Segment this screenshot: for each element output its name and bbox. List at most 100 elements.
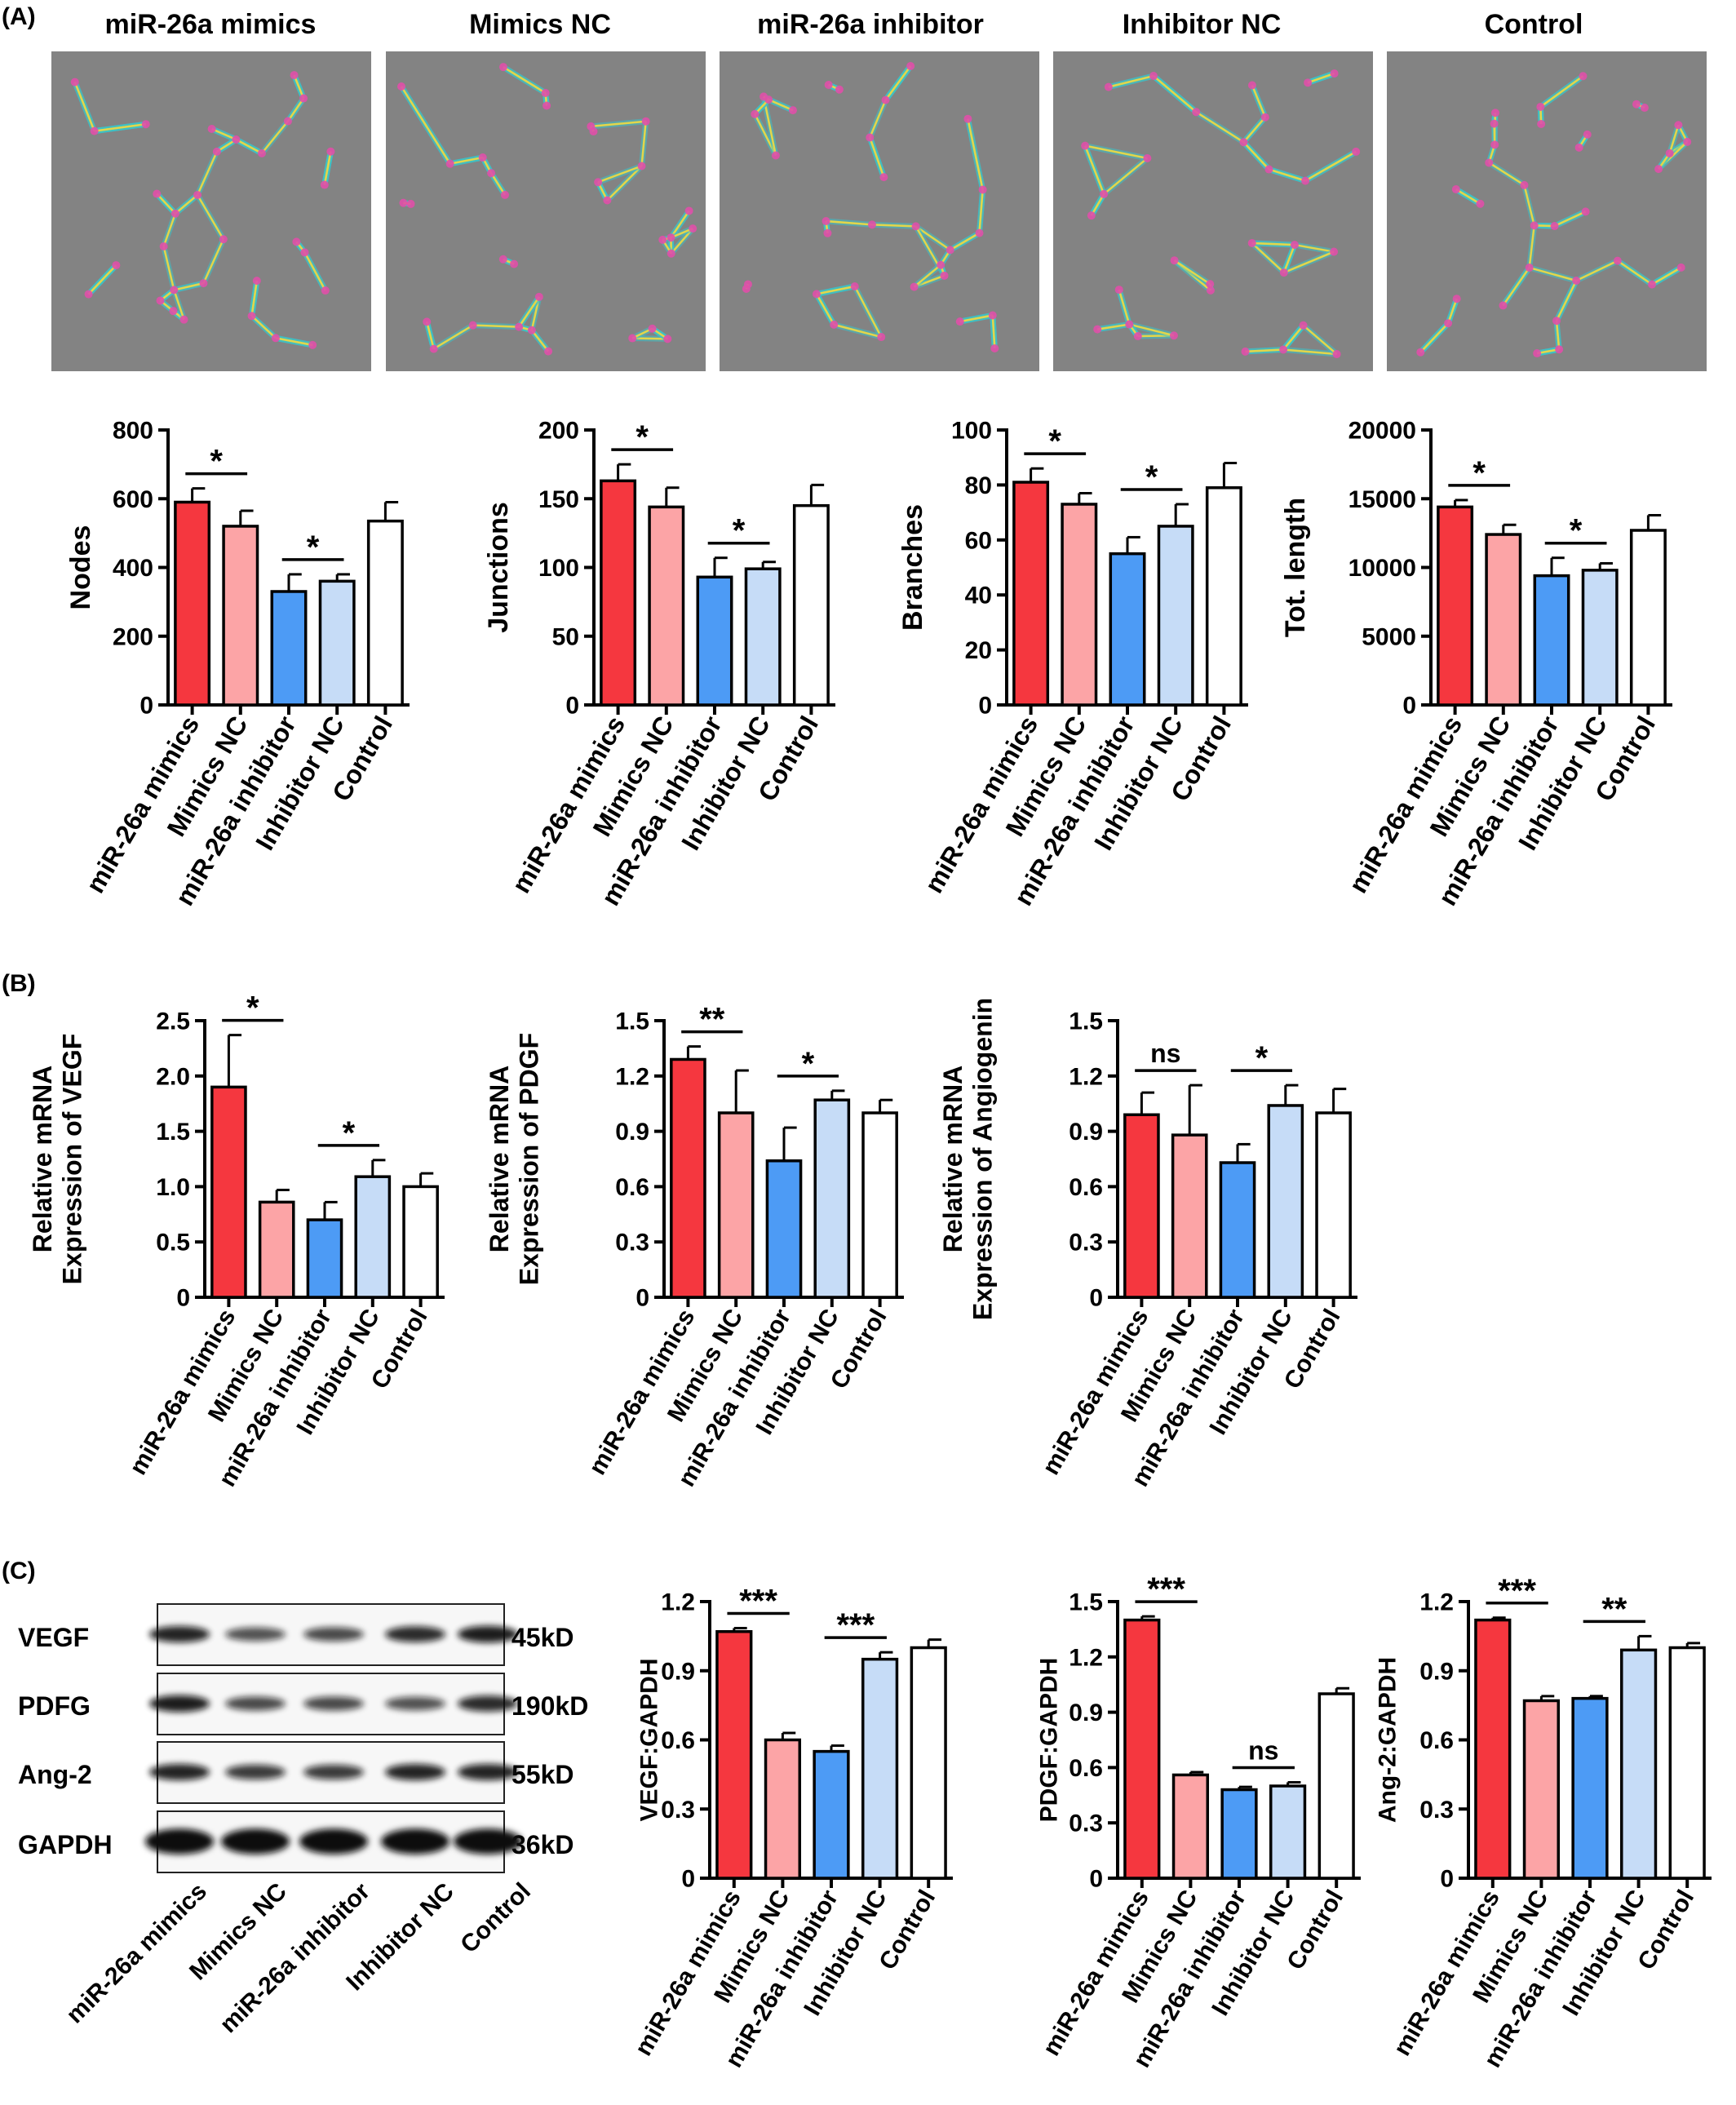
significance-label: * (1570, 513, 1583, 549)
y-tick-label: 400 (113, 555, 153, 582)
bar (765, 1159, 803, 1299)
y-axis-label: Tot. length (1280, 498, 1311, 637)
micrograph-title-4: Inhibitor NC (1123, 9, 1282, 40)
y-tick-label: 0.3 (661, 1797, 695, 1824)
y-tick-label: 1.2 (615, 1063, 649, 1090)
y-tick-label: 0 (1089, 1866, 1103, 1893)
y-tick-label: 10000 (1348, 555, 1416, 582)
significance-label: ns (1248, 1735, 1278, 1765)
y-tick-label: 0 (1089, 1285, 1103, 1312)
bar (210, 1085, 247, 1299)
y-tick-label: 200 (538, 418, 579, 445)
blot-band (385, 1696, 445, 1711)
bar (764, 1738, 802, 1880)
y-tick-label: 200 (113, 623, 153, 650)
chart-7: 0 0.3 0.6 0.9 1.2 1.5 Relative mRNA Expression … (938, 998, 1357, 1491)
bar (792, 503, 830, 707)
bar (174, 500, 211, 707)
y-tick-label: 2.5 (156, 1008, 190, 1035)
y-axis-label: Ang-2:GAPDH (1375, 1657, 1402, 1823)
blot-lane-label: miR-26a mimics (61, 1878, 212, 2029)
y-tick-label: 40 (965, 583, 992, 609)
blot-band (145, 1828, 214, 1855)
y-tick-label: 0.9 (1419, 1658, 1454, 1685)
y-tick-label: 0.6 (661, 1727, 695, 1754)
y-tick-label: 1.2 (661, 1589, 695, 1616)
blot-size-ang2: 55kD (512, 1760, 574, 1789)
blot-band (385, 1764, 445, 1780)
micrograph-5 (1387, 51, 1707, 371)
significance-label: * (733, 513, 746, 549)
y-tick-label: 5000 (1362, 623, 1416, 650)
y-tick-label: 1.5 (615, 1008, 649, 1035)
bar (1581, 569, 1619, 707)
blot-band (225, 1696, 286, 1711)
micrograph-4 (1053, 51, 1373, 371)
blot-size-gapdh: 36kD (512, 1830, 574, 1859)
y-tick-label: 1.0 (156, 1174, 190, 1201)
y-tick-label: 2.0 (156, 1063, 190, 1090)
bar (1220, 1788, 1258, 1880)
y-tick-label: 0 (565, 693, 579, 720)
bar (861, 1657, 899, 1880)
bar (600, 479, 637, 707)
y-axis-label: Relative mRNA (938, 1066, 968, 1252)
blot-band (458, 1695, 518, 1712)
blot-band (221, 1828, 290, 1855)
y-axis-label: Nodes (65, 525, 96, 610)
bar (366, 519, 404, 707)
blot-band (458, 1764, 518, 1780)
significance-label: * (1256, 1040, 1269, 1076)
y-tick-label: 0.9 (615, 1119, 649, 1146)
blot-band (385, 1626, 445, 1642)
tube-formation-micrographs (51, 51, 1707, 371)
bar (1205, 486, 1242, 707)
y-tick-label: 0 (636, 1285, 649, 1312)
y-tick-label: 0 (1440, 1866, 1454, 1893)
significance-label: * (246, 990, 259, 1026)
bar (1123, 1618, 1161, 1880)
bar (222, 525, 259, 707)
blot-band (454, 1828, 522, 1855)
bar (1109, 552, 1146, 707)
y-tick-label: 800 (113, 418, 153, 445)
bar (402, 1185, 439, 1299)
y-tick-label: 1.5 (1069, 1008, 1103, 1035)
bar (1061, 503, 1098, 707)
significance-label: ** (1601, 1591, 1628, 1627)
bar (1157, 525, 1194, 707)
bar (1219, 1161, 1256, 1299)
bar (1171, 1773, 1210, 1880)
blot-size-pdfg: 190kD (512, 1691, 588, 1721)
blot-band (381, 1828, 450, 1855)
micrograph-title-5: Control (1485, 9, 1583, 40)
y-axis-label: Relative mRNA (28, 1066, 57, 1252)
y-tick-label: 20 (965, 637, 992, 664)
y-tick-label: 20000 (1348, 418, 1416, 445)
significance-label: ** (699, 1002, 725, 1038)
significance-label: * (307, 530, 320, 565)
significance-label: * (1048, 423, 1061, 459)
y-axis-label: Expression of PDGF (515, 1033, 544, 1285)
bar (813, 1749, 850, 1880)
bar (648, 505, 685, 707)
y-tick-label: 0.6 (1419, 1727, 1454, 1754)
y-tick-label: 0.3 (1419, 1797, 1454, 1824)
chart-6: 0 0.3 0.6 0.9 1.2 1.5 Relative mRNA Expression … (485, 1002, 904, 1491)
y-tick-label: 0.3 (1069, 1810, 1103, 1837)
bar (813, 1098, 851, 1299)
blot-band (149, 1764, 210, 1780)
y-tick-label: 15000 (1348, 486, 1416, 513)
chart-5: 0 0.5 1.0 1.5 2.0 2.5 Relative mRNA Expression … (28, 990, 445, 1491)
y-tick-label: 100 (951, 418, 992, 445)
y-axis-label: Expression of Angiogenin (968, 998, 998, 1320)
y-axis-label: Junctions (483, 502, 514, 633)
y-tick-label: 0 (681, 1866, 695, 1893)
bar (1522, 1699, 1561, 1880)
y-tick-label: 80 (965, 472, 992, 499)
bar (910, 1646, 947, 1880)
